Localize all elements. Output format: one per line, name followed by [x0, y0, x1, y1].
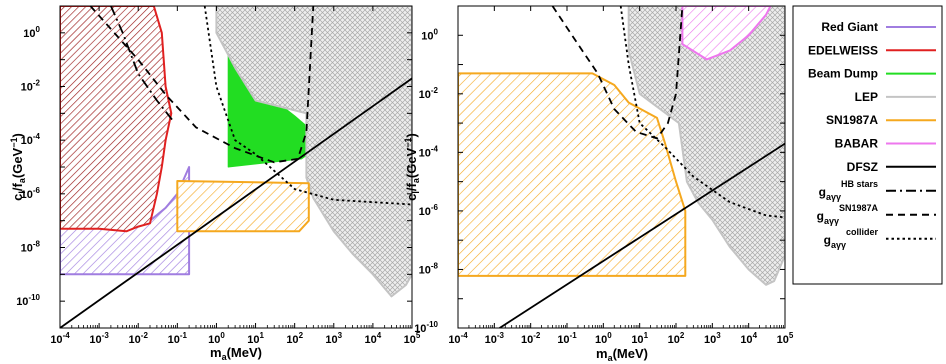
- legend-label: SN1987A: [826, 113, 878, 127]
- x-tick-label: 10-2: [129, 331, 149, 346]
- x-tick-label: 105: [777, 331, 794, 346]
- legend-item-sn1987a: SN1987A: [826, 113, 936, 127]
- y-tick-label: 10-8: [21, 240, 41, 255]
- right-plot-area: [458, 6, 785, 328]
- line-g-a-sn1987a: [89, 6, 315, 164]
- right-plot-frame: [457, 5, 786, 329]
- x-tick-label: 103: [325, 331, 342, 346]
- line-g-a-collider: [619, 6, 785, 219]
- legend-label: LEP: [855, 90, 878, 104]
- region-babar: [681, 6, 772, 61]
- y-tick-label: 10-10: [414, 320, 438, 335]
- region-lep: [627, 6, 785, 286]
- left-panel: 10-4 10-3 10-2 10-1 100 101 102 103 104 10510010-…: [9, 5, 421, 362]
- legend: Red Giant EDELWEISS Beam Dump LEP SN1987A BAB…: [792, 5, 943, 285]
- y-tick-label: 100: [23, 25, 40, 40]
- x-tick-label: 102: [286, 331, 303, 346]
- legend-item-babar: BABAR: [835, 137, 936, 151]
- legend-item-dfsz: DFSZ: [847, 160, 936, 174]
- legend-label: BABAR: [835, 137, 879, 151]
- region-lep: [215, 6, 412, 298]
- x-tick-label: 10-3: [485, 331, 505, 346]
- y-tick-label: 10-6: [419, 203, 439, 218]
- legend-item-edelweiss: EDELWEISS: [808, 43, 936, 57]
- x-tick-label: 101: [247, 331, 264, 346]
- y-tick-label: 10-2: [419, 86, 439, 101]
- legend-item-lep: LEP: [855, 90, 936, 104]
- region-sn1987a: [176, 180, 310, 233]
- x-tick-label: 100: [208, 331, 225, 346]
- legend-box: [792, 5, 943, 285]
- x-tick-label: 10-3: [89, 331, 109, 346]
- right-panel: 10-4 10-3 10-2 10-1 100 101 102 103 104 105 100 10-…: [403, 5, 794, 363]
- x-tick-label: 10-2: [521, 331, 541, 346]
- x-tick-label: 103: [704, 331, 721, 346]
- legend-item-red-giant: Red Giant: [821, 20, 936, 34]
- line-g-a-hb-stars: [110, 6, 175, 122]
- x-tick-label: 10-4: [448, 331, 468, 346]
- legend-item-beam-dump: Beam Dump: [808, 67, 936, 81]
- line-dfsz: [60, 77, 412, 328]
- right-x-axis-label: ma(MeV): [596, 346, 648, 363]
- x-tick-label: 10-1: [557, 331, 577, 346]
- x-tick-label: 10-4: [50, 331, 70, 346]
- region-sn1987a: [458, 72, 687, 277]
- x-tick-label: 102: [668, 331, 685, 346]
- x-tick-label: 104: [365, 331, 382, 346]
- left-y-axis-label: cl/fa(GeV−1): [9, 133, 27, 201]
- legend-label: EDELWEISS: [808, 43, 878, 57]
- y-tick-label: 10-2: [21, 79, 41, 94]
- legend-label: DFSZ: [847, 160, 878, 174]
- legend-label: Beam Dump: [808, 67, 878, 81]
- left-plot-area: [60, 6, 412, 328]
- x-tick-label: 101: [631, 331, 648, 346]
- x-tick-label: 100: [595, 331, 612, 346]
- y-tick-label: 100: [421, 27, 438, 42]
- region-edelweiss: [60, 6, 173, 233]
- left-x-axis-label: ma(MeV): [210, 345, 262, 362]
- x-tick-label: 104: [740, 331, 757, 346]
- y-tick-label: 10-8: [419, 261, 439, 276]
- y-tick-label: 10-4: [419, 144, 439, 159]
- line-dfsz: [499, 142, 785, 328]
- y-tick-label: 10-10: [16, 293, 40, 308]
- x-tick-label: 10-1: [168, 331, 188, 346]
- right-y-axis-label: cl/fa(GeV−1): [403, 133, 421, 201]
- legend-label: Red Giant: [821, 20, 878, 34]
